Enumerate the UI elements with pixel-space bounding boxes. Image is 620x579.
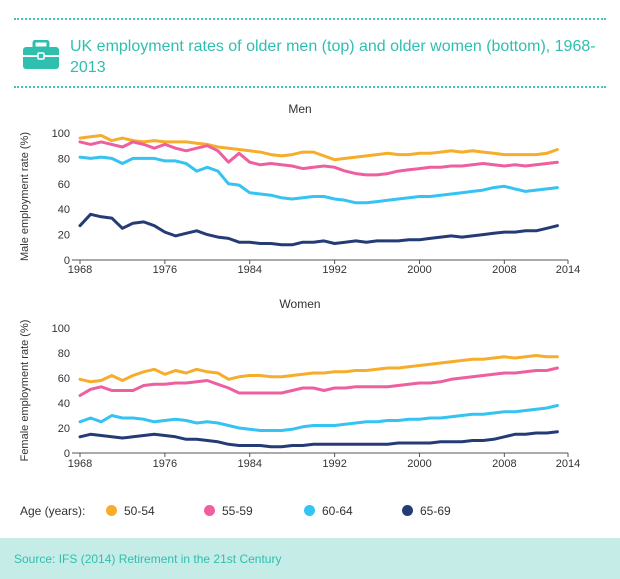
x-tick-label: 1984 bbox=[237, 458, 261, 470]
series-line-55-59 bbox=[78, 140, 559, 177]
y-axis-label: Male employment rate (%) bbox=[19, 132, 31, 261]
x-tick-label: 1992 bbox=[322, 264, 346, 276]
legend-label-50-54: 50-54 bbox=[124, 504, 155, 518]
y-tick-label: 0 bbox=[64, 255, 70, 267]
y-tick-label: 40 bbox=[58, 398, 70, 410]
y-tick-label: 60 bbox=[58, 373, 70, 385]
legend-label-60-64: 60-64 bbox=[322, 504, 353, 518]
y-tick-label: 80 bbox=[58, 153, 70, 165]
x-tick-label: 2014 bbox=[556, 264, 580, 276]
series-line-60-64 bbox=[78, 155, 559, 205]
x-tick-label: 1992 bbox=[322, 458, 346, 470]
x-tick-label: 1976 bbox=[153, 264, 177, 276]
y-axis-label: Female employment rate (%) bbox=[19, 320, 31, 462]
y-tick-label: 100 bbox=[52, 128, 70, 140]
header-divider bbox=[14, 86, 606, 88]
briefcase-icon bbox=[23, 40, 59, 69]
chart-panel-men: Men Male employment rate (%) 0 20 40 60 80 100 1… bbox=[19, 102, 580, 276]
legend-swatch-55-59 bbox=[204, 505, 215, 516]
x-tick-label: 2008 bbox=[492, 458, 516, 470]
legend-swatch-65-69 bbox=[402, 505, 413, 516]
series-line-65-69 bbox=[78, 212, 559, 247]
source-footer: Source: IFS (2014) Retirement in the 21s… bbox=[0, 538, 620, 579]
chart-title: UK employment rates of older men (top) a… bbox=[70, 38, 596, 76]
top-divider bbox=[14, 18, 606, 20]
panel-subtitle: Men bbox=[288, 102, 311, 116]
series-line-65-69 bbox=[78, 430, 559, 449]
legend-swatch-50-54 bbox=[106, 505, 117, 516]
y-tick-label: 80 bbox=[58, 348, 70, 360]
series-line-60-64 bbox=[78, 404, 559, 432]
x-tick-label: 1968 bbox=[68, 264, 92, 276]
y-tick-label: 40 bbox=[58, 204, 70, 216]
legend-label-65-69: 65-69 bbox=[420, 504, 451, 518]
charts-canvas: Men Male employment rate (%) 0 20 40 60 80 100 1… bbox=[19, 102, 580, 470]
x-tick-label: 2008 bbox=[492, 264, 516, 276]
chart-header: UK employment rates of older men (top) a… bbox=[22, 36, 612, 82]
panel-subtitle: Women bbox=[279, 297, 320, 311]
y-tick-label: 60 bbox=[58, 179, 70, 191]
series-line-50-54 bbox=[78, 134, 559, 162]
y-tick-label: 100 bbox=[52, 323, 70, 335]
series-line-55-59 bbox=[78, 366, 559, 397]
legend-label-55-59: 55-59 bbox=[222, 504, 253, 518]
x-tick-label: 1976 bbox=[153, 458, 177, 470]
y-tick-label: 0 bbox=[64, 448, 70, 460]
x-tick-label: 1968 bbox=[68, 458, 92, 470]
y-tick-label: 20 bbox=[58, 230, 70, 242]
x-tick-label: 2000 bbox=[407, 458, 431, 470]
chart-panel-women: Women Female employment rate (%) 0 20 40 60 80… bbox=[19, 297, 580, 470]
series-line-50-54 bbox=[78, 354, 559, 384]
x-tick-label: 1984 bbox=[237, 264, 261, 276]
y-tick-label: 20 bbox=[58, 423, 70, 435]
legend-title: Age (years): bbox=[20, 504, 86, 518]
x-tick-label: 2014 bbox=[556, 458, 580, 470]
legend-swatch-60-64 bbox=[304, 505, 315, 516]
source-text: Source: IFS (2014) Retirement in the 21s… bbox=[14, 552, 282, 566]
legend: Age (years): 50-54 55-59 60-64 65-69 bbox=[20, 501, 600, 521]
x-tick-label: 2000 bbox=[407, 264, 431, 276]
